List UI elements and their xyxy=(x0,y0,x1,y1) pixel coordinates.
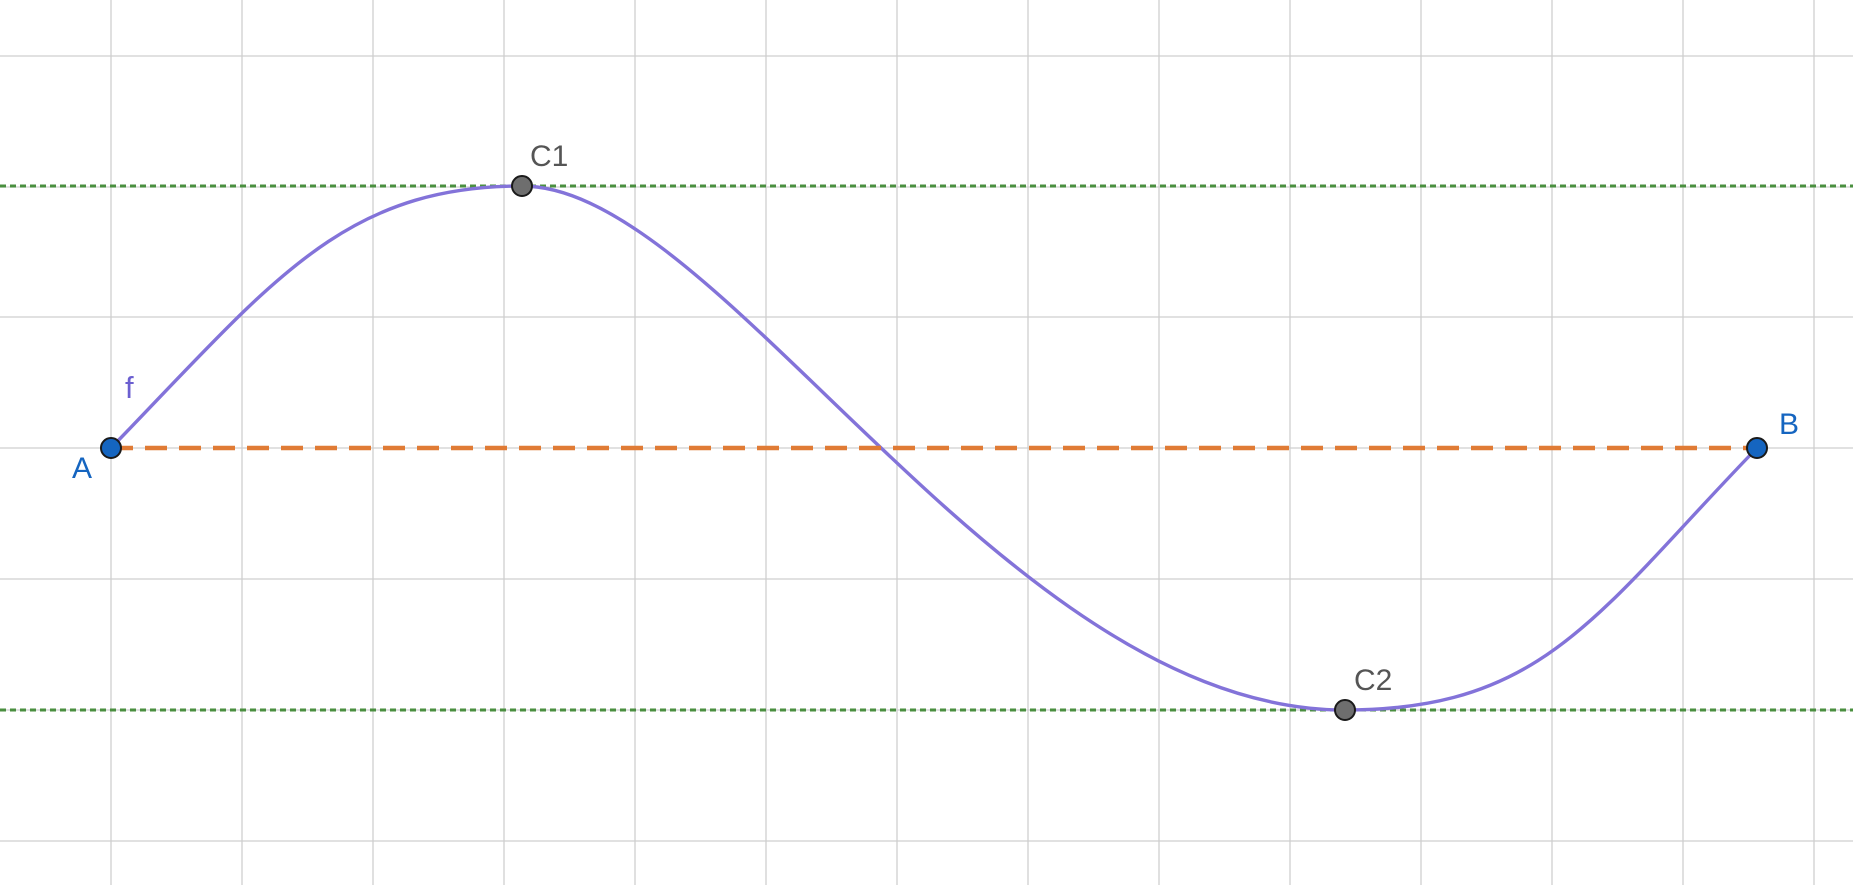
point-c1[interactable] xyxy=(511,175,533,197)
point-b[interactable] xyxy=(1746,437,1768,459)
point-a[interactable] xyxy=(100,437,122,459)
point-label-c1: C1 xyxy=(530,140,568,173)
point-label-c2: C2 xyxy=(1354,664,1392,697)
points-layer: A B C1 C2 xyxy=(72,140,1799,721)
point-c2[interactable] xyxy=(1334,699,1356,721)
point-label-b: B xyxy=(1779,408,1799,441)
point-label-a: A xyxy=(72,452,92,485)
function-label: f xyxy=(125,370,134,405)
